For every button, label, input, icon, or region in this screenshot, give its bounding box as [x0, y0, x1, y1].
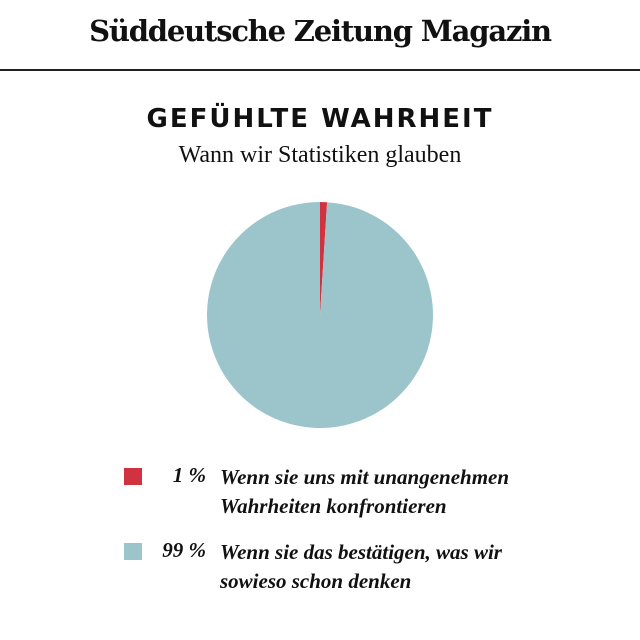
legend-swatch [124, 543, 142, 560]
legend-label: Wenn sie das bestätigen, was wir sowieso… [220, 540, 502, 593]
header-divider [0, 69, 640, 71]
pie-slice [207, 202, 434, 428]
legend-percent: 99 % [162, 538, 206, 562]
legend-swatch [124, 468, 142, 485]
chart-subtitle: Wann wir Statistiken glauben [178, 142, 462, 168]
logo: Süddeutsche Zeitung Magazin [89, 14, 552, 48]
pie-slice [320, 202, 328, 315]
chart-title: GEFÜHLTE WAHRHEIT [146, 104, 494, 134]
legend-item: 99 % Wenn sie das bestätigen, was wir so… [0, 538, 640, 598]
legend-percent: 1 % [172, 463, 206, 487]
legend-label: Wenn sie uns mit unangenehmen Wahrheiten… [220, 465, 510, 518]
legend-item: 1 % Wenn sie uns mit unangenehmen Wahrhe… [0, 463, 640, 523]
